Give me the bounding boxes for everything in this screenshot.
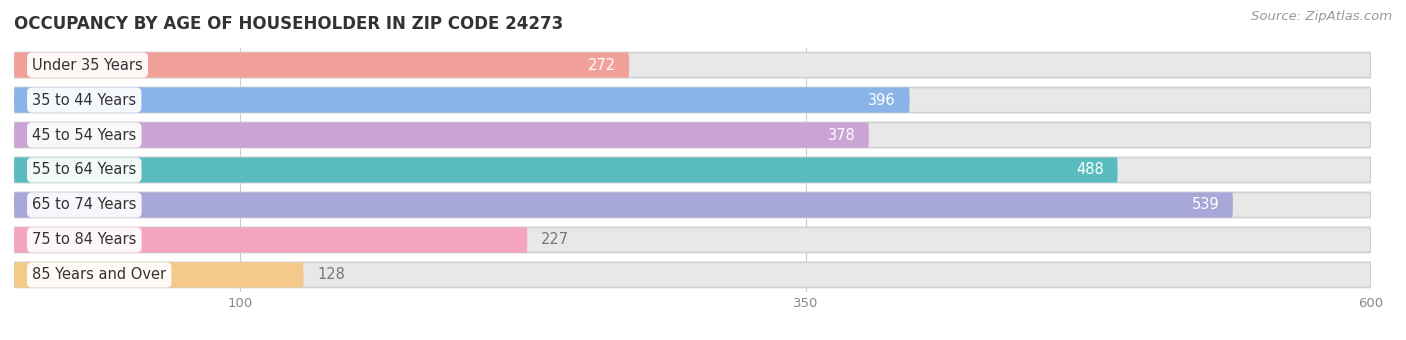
Text: 85 Years and Over: 85 Years and Over (32, 268, 166, 283)
FancyBboxPatch shape (14, 52, 628, 78)
Text: 55 to 64 Years: 55 to 64 Years (32, 163, 136, 177)
FancyBboxPatch shape (14, 157, 1118, 183)
FancyBboxPatch shape (14, 122, 869, 148)
FancyBboxPatch shape (14, 157, 1371, 183)
FancyBboxPatch shape (14, 227, 1371, 253)
Text: 488: 488 (1076, 163, 1104, 177)
Text: 539: 539 (1192, 198, 1219, 212)
FancyBboxPatch shape (14, 192, 1233, 218)
Text: 65 to 74 Years: 65 to 74 Years (32, 198, 136, 212)
FancyBboxPatch shape (14, 87, 910, 113)
Text: 272: 272 (588, 57, 616, 72)
Text: 227: 227 (541, 233, 569, 248)
Text: 378: 378 (828, 128, 855, 142)
FancyBboxPatch shape (14, 262, 1371, 288)
Text: Under 35 Years: Under 35 Years (32, 57, 143, 72)
Text: 128: 128 (318, 268, 344, 283)
Text: 45 to 54 Years: 45 to 54 Years (32, 128, 136, 142)
Text: 75 to 84 Years: 75 to 84 Years (32, 233, 136, 248)
FancyBboxPatch shape (14, 122, 1371, 148)
Text: 35 to 44 Years: 35 to 44 Years (32, 92, 136, 107)
FancyBboxPatch shape (14, 52, 1371, 78)
FancyBboxPatch shape (14, 87, 1371, 113)
Text: Source: ZipAtlas.com: Source: ZipAtlas.com (1251, 10, 1392, 23)
FancyBboxPatch shape (14, 262, 304, 288)
FancyBboxPatch shape (14, 192, 1371, 218)
Text: 396: 396 (869, 92, 896, 107)
Text: OCCUPANCY BY AGE OF HOUSEHOLDER IN ZIP CODE 24273: OCCUPANCY BY AGE OF HOUSEHOLDER IN ZIP C… (14, 15, 564, 33)
FancyBboxPatch shape (14, 227, 527, 253)
